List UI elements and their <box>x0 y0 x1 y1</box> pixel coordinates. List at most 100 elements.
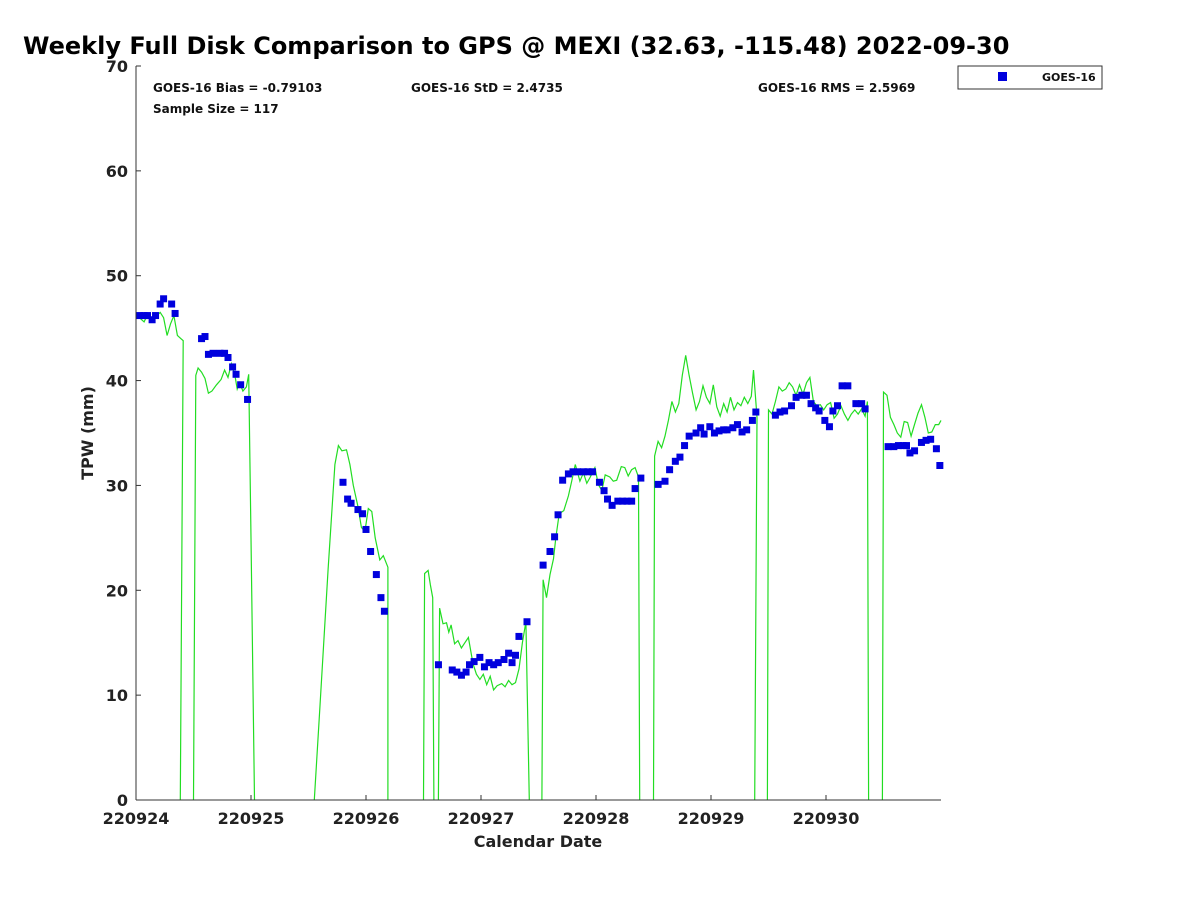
goes-16-point <box>922 436 930 444</box>
x-tick-label: 220929 <box>678 809 745 828</box>
goes-16-series <box>135 295 944 679</box>
goes-16-point <box>661 477 669 485</box>
goes-16-point <box>372 571 380 579</box>
legend-marker-goes-16 <box>998 72 1007 81</box>
goes-16-point <box>466 661 473 669</box>
gps-line-segment <box>437 607 530 801</box>
stat-rms: GOES-16 RMS = 2.5969 <box>758 81 915 95</box>
goes-16-point <box>715 427 723 435</box>
y-tick-label: 0 <box>117 791 128 810</box>
goes-16-point <box>144 312 151 320</box>
goes-16-point <box>589 468 597 476</box>
goes-16-point <box>906 449 914 457</box>
goes-16-point <box>671 457 679 465</box>
goes-16-point <box>485 659 493 667</box>
goes-16-point <box>631 485 639 493</box>
goes-16-point <box>637 474 645 482</box>
goes-16-point <box>237 381 245 389</box>
y-tick-label: 60 <box>106 162 128 181</box>
goes-16-point <box>932 445 940 453</box>
goes-16-point <box>204 350 212 358</box>
goes-16-point <box>339 478 347 486</box>
x-tick-label: 220924 <box>103 809 170 828</box>
goes-16-point <box>160 295 168 303</box>
gps-line-segment <box>192 361 256 801</box>
goes-16-point <box>595 478 603 486</box>
legend-label-goes-16: GOES-16 <box>1042 71 1096 84</box>
goes-16-point <box>229 363 237 371</box>
goes-16-point <box>852 400 860 408</box>
goes-16-point <box>494 659 502 667</box>
goes-16-point <box>380 607 388 615</box>
x-tick-label: 220926 <box>333 809 400 828</box>
goes-16-point <box>788 402 795 410</box>
goes-16-point <box>654 480 662 488</box>
goes-16-point <box>618 497 626 505</box>
goes-16-point <box>838 382 846 390</box>
stat-bias: GOES-16 Bias = -0.79103 <box>153 81 322 95</box>
goes-16-point <box>515 632 523 640</box>
goes-16-point <box>710 429 718 437</box>
goes-16-point <box>574 468 582 476</box>
goes-16-point <box>608 501 616 509</box>
stat-sample-size: Sample Size = 117 <box>153 102 279 116</box>
goes-16-point <box>453 668 461 676</box>
plot-area <box>135 66 944 801</box>
goes-16-point <box>890 443 898 451</box>
y-tick-label: 20 <box>106 581 128 600</box>
y-tick-label: 40 <box>106 372 128 391</box>
goes-16-point <box>884 443 892 451</box>
gps-line-segment <box>422 569 435 801</box>
goes-16-point <box>807 400 815 408</box>
y-tick-label: 10 <box>106 686 128 705</box>
gps-line-segment <box>135 311 184 801</box>
goes-16-point <box>505 649 513 657</box>
goes-16-point <box>825 423 833 431</box>
goes-16-point <box>470 658 478 666</box>
goes-16-point <box>221 349 229 357</box>
goes-16-point <box>462 668 470 676</box>
goes-16-point <box>798 391 806 399</box>
goes-16-point <box>821 416 829 424</box>
goes-16-point <box>559 476 567 484</box>
goes-16-point <box>171 309 179 317</box>
y-tick-label: 30 <box>106 476 128 495</box>
goes-16-point <box>894 442 902 450</box>
goes-16-point <box>723 426 731 434</box>
goes-16-point <box>834 402 841 410</box>
goes-16-point <box>771 411 779 419</box>
goes-16-point <box>359 510 367 518</box>
goes-16-point <box>700 430 708 438</box>
chart-title: Weekly Full Disk Comparison to GPS @ MEX… <box>23 32 1009 60</box>
goes-16-point <box>244 395 252 403</box>
goes-16-point <box>936 462 944 470</box>
goes-16-point <box>743 426 751 434</box>
goes-16-point <box>152 312 160 320</box>
gps-series <box>135 311 942 801</box>
goes-16-point <box>448 666 456 674</box>
gps-line-segment <box>881 390 942 801</box>
goes-16-point <box>209 349 217 357</box>
goes-16-point <box>681 442 689 450</box>
goes-16-point <box>344 495 352 503</box>
goes-16-point <box>927 435 935 443</box>
goes-16-point <box>792 393 800 401</box>
x-axis-label: Calendar Date <box>474 832 603 851</box>
goes-16-point <box>579 468 587 476</box>
goes-16-point <box>377 594 385 602</box>
goes-16-point <box>512 651 519 659</box>
goes-16-point <box>523 618 531 626</box>
goes-16-point <box>201 333 209 341</box>
goes-16-point <box>666 466 674 474</box>
goes-16-point <box>697 424 705 432</box>
goes-16-point <box>748 416 756 424</box>
goes-16-point <box>692 429 700 437</box>
goes-16-point <box>733 421 741 429</box>
goes-16-point <box>781 407 789 415</box>
legend: GOES-16 <box>957 65 1103 90</box>
goes-16-point <box>434 661 442 669</box>
goes-16-point <box>362 525 370 533</box>
goes-16-point <box>135 312 143 320</box>
goes-16-point <box>628 497 636 505</box>
